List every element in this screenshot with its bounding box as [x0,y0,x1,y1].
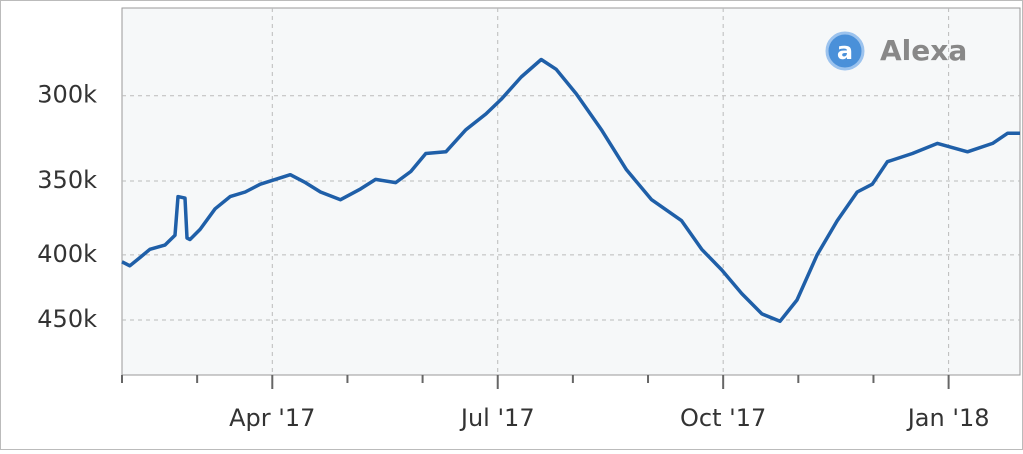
x-tick-label: Apr '17 [229,404,315,432]
logo: a Alexa [825,31,967,71]
y-tick-label: 350k [37,166,97,194]
plot-area [121,7,1021,376]
data-line [121,57,1020,324]
y-tick-label: 450k [37,305,97,333]
x-tick-label: Oct '17 [680,404,766,432]
logo-icon-letter: a [837,37,853,65]
x-tick-label: Jul '17 [459,404,535,432]
logo-text: Alexa [880,34,967,67]
y-tick-label: 400k [37,240,97,268]
logo-icon [825,31,865,71]
y-tick-label: 300k [37,81,97,109]
x-tick-label: Jan '18 [906,404,990,432]
